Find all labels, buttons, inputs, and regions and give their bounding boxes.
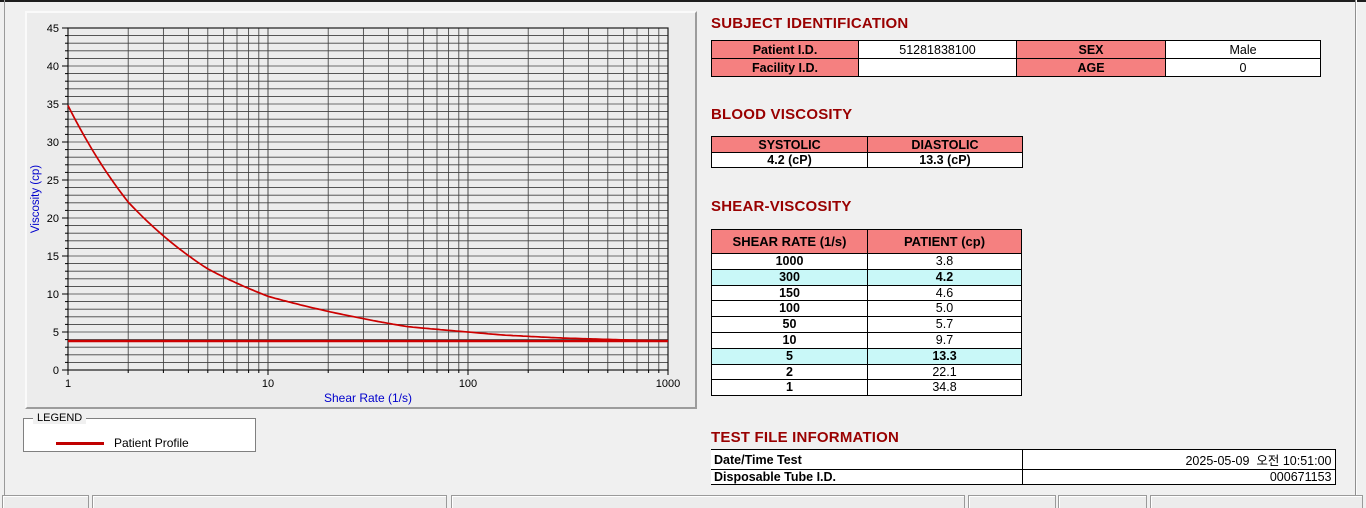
blood-viscosity-table: SYSTOLIC DIASTOLIC 4.2 (cP) 13.3 (cP) (711, 136, 1023, 168)
shear-viscosity-row: 10 9.7 (711, 331, 1022, 349)
patient-viscosity-cell: 9.7 (867, 331, 1022, 349)
age-label: AGE (1016, 58, 1166, 77)
systolic-value: 4.2 (cP) (711, 152, 868, 168)
shear-viscosity-row: 5 13.3 (711, 347, 1022, 365)
window-top-border (0, 0, 1366, 2)
shear-viscosity-row: 150 4.6 (711, 284, 1022, 302)
shear-viscosity-row: 2 22.1 (711, 363, 1022, 381)
blood-viscosity-title: BLOOD VISCOSITY (711, 106, 853, 123)
svg-text:35: 35 (47, 99, 59, 111)
patient-header: PATIENT (cp) (867, 229, 1022, 254)
sex-label: SEX (1016, 40, 1166, 59)
svg-text:25: 25 (47, 175, 59, 187)
partial-button[interactable] (1150, 495, 1363, 508)
table-row: Disposable Tube I.D. 000671153 (711, 469, 1336, 485)
patient-viscosity-cell: 3.8 (867, 253, 1022, 270)
shear-rate-header: SHEAR RATE (1/s) (711, 229, 868, 254)
age-value: 0 (1165, 58, 1321, 77)
partial-button[interactable] (968, 495, 1056, 508)
svg-text:0: 0 (53, 365, 59, 377)
systolic-header: SYSTOLIC (711, 136, 868, 153)
partial-button[interactable] (2, 495, 89, 508)
table-row: Date/Time Test 2025-05-09 오전 10:51:00 (711, 449, 1336, 470)
window-left-border (4, 0, 5, 508)
partial-button[interactable] (1058, 495, 1147, 508)
shear-rate-cell: 150 (711, 284, 868, 302)
table-row: Patient I.D. 51281838100 SEX Male (711, 40, 1321, 59)
window-right-border (1355, 0, 1356, 508)
shear-viscosity-table: SHEAR RATE (1/s) PATIENT (cp) 1000 3.8 300… (711, 229, 1022, 397)
shear-rate-cell: 1 (711, 379, 868, 397)
sex-value: Male (1165, 40, 1321, 59)
shear-viscosity-row: 300 4.2 (711, 268, 1022, 286)
svg-text:45: 45 (47, 23, 59, 35)
svg-text:40: 40 (47, 61, 59, 73)
svg-text:20: 20 (47, 213, 59, 225)
shear-viscosity-row: 1 34.8 (711, 379, 1022, 397)
shear-viscosity-title: SHEAR-VISCOSITY (711, 198, 852, 215)
legend-box: LEGEND Patient Profile (23, 412, 256, 452)
shear-rate-cell: 5 (711, 347, 868, 365)
disposable-tube-id-label: Disposable Tube I.D. (711, 469, 1023, 485)
subject-identification-table: Patient I.D. 51281838100 SEX Male Facili… (711, 40, 1321, 77)
shear-viscosity-row: 1000 3.8 (711, 253, 1022, 270)
svg-text:15: 15 (47, 251, 59, 263)
patient-id-value: 51281838100 (858, 40, 1017, 59)
table-header-row: SHEAR RATE (1/s) PATIENT (cp) (711, 229, 1022, 254)
shear-rate-cell: 2 (711, 363, 868, 381)
patient-viscosity-cell: 22.1 (867, 363, 1022, 381)
patient-viscosity-cell: 5.0 (867, 300, 1022, 318)
shear-rate-cell: 300 (711, 268, 868, 286)
shear-viscosity-body: 1000 3.8 300 4.2 150 4.6 100 5.0 50 5.7 10 9.7 5 13.3… (711, 253, 1022, 397)
date-time-test-label: Date/Time Test (711, 449, 1023, 470)
shear-rate-cell: 10 (711, 331, 868, 349)
patient-viscosity-cell: 34.8 (867, 379, 1022, 397)
patient-profile-label: Patient Profile (114, 436, 189, 450)
patient-profile-line-swatch (56, 441, 104, 445)
legend-title: LEGEND (33, 412, 87, 424)
facility-id-label: Facility I.D. (711, 58, 859, 77)
patient-viscosity-cell: 13.3 (867, 347, 1022, 365)
shear-viscosity-row: 50 5.7 (711, 316, 1022, 333)
date-time-test-value: 2025-05-09 오전 10:51:00 (1021, 449, 1336, 470)
subject-identification-title: SUBJECT IDENTIFICATION (711, 15, 909, 32)
chart-panel: 0 5 10 15 20 25 30 35 40 45 1 10 100 1000 Shear Rate (… (25, 11, 697, 409)
patient-viscosity-cell: 5.7 (867, 316, 1022, 333)
shear-rate-cell: 1000 (711, 253, 868, 270)
shear-viscosity-row: 100 5.0 (711, 300, 1022, 318)
diastolic-value: 13.3 (cP) (867, 152, 1023, 168)
svg-text:Shear Rate (1/s): Shear Rate (1/s) (324, 391, 412, 405)
patient-viscosity-cell: 4.2 (867, 268, 1022, 286)
shear-rate-cell: 100 (711, 300, 868, 318)
svg-text:1: 1 (65, 378, 71, 390)
disposable-tube-id-value: 000671153 (1021, 469, 1336, 485)
svg-text:30: 30 (47, 137, 59, 149)
table-row: Facility I.D. AGE 0 (711, 58, 1321, 77)
diastolic-header: DIASTOLIC (867, 136, 1023, 153)
test-file-information-title: TEST FILE INFORMATION (711, 429, 900, 446)
partial-button[interactable] (92, 495, 447, 508)
facility-id-value (858, 58, 1017, 77)
shear-rate-cell: 50 (711, 316, 868, 333)
svg-text:100: 100 (459, 378, 477, 390)
window-right-border-highlight (1356, 0, 1357, 508)
svg-text:Viscosity (cp): Viscosity (cp) (30, 165, 42, 233)
table-row: 4.2 (cP) 13.3 (cP) (711, 152, 1023, 168)
svg-text:10: 10 (262, 378, 274, 390)
patient-id-label: Patient I.D. (711, 40, 859, 59)
svg-text:10: 10 (47, 289, 59, 301)
svg-text:5: 5 (53, 327, 59, 339)
shear-viscosity-chart: 0 5 10 15 20 25 30 35 40 45 1 10 100 1000 Shear Rate (… (30, 23, 680, 405)
svg-text:1000: 1000 (656, 378, 680, 390)
table-row: SYSTOLIC DIASTOLIC (711, 136, 1023, 153)
patient-viscosity-cell: 4.6 (867, 284, 1022, 302)
test-file-information-table: Date/Time Test 2025-05-09 오전 10:51:00 Di… (711, 449, 1336, 485)
partial-button[interactable] (451, 495, 965, 508)
legend-entry: Patient Profile (56, 435, 189, 451)
